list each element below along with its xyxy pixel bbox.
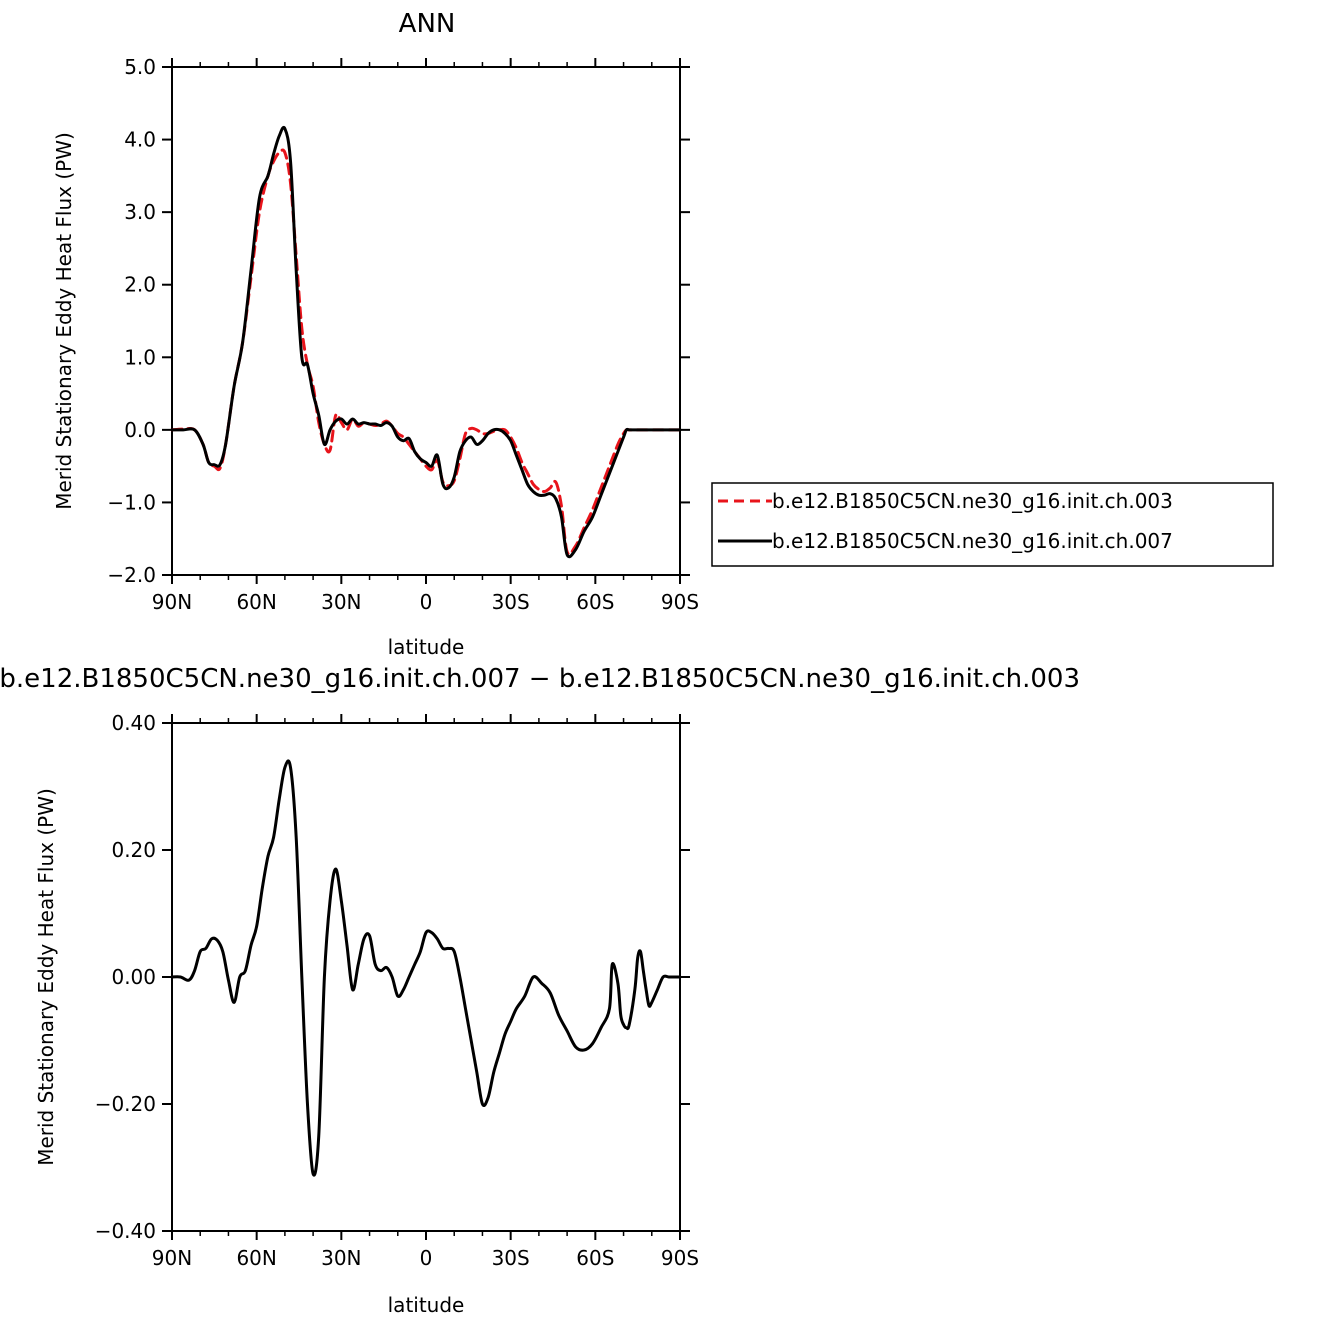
top-panel: ANN 90N 60N 30N 0 30S 60S 90S 5.0 4.0 3.0 2.0 1.0 0.… <box>52 9 699 659</box>
bottom-series-line-1 <box>170 759 682 1177</box>
top-x-tick-label: 60S <box>576 590 614 614</box>
top-y-tick-label: 1.0 <box>124 345 156 369</box>
bottom-plot-area: 90N 60N 30N 0 30S 60S 90S 0.40 0.20 0.00 −0.20 −0.4… <box>95 711 699 1270</box>
top-y-tick-label: 4.0 <box>124 128 156 152</box>
top-y-tick-label: 2.0 <box>124 273 156 297</box>
top-plot-area: 90N 60N 30N 0 30S 60S 90S 5.0 4.0 3.0 2.0 1.0 0.0 −1.… <box>107 55 699 614</box>
top-x-tick-label: 0 <box>420 590 433 614</box>
legend-label-series-2: b.e12.B1850C5CN.ne30_g16.init.ch.007 <box>772 529 1173 553</box>
bottom-plot-frame <box>171 722 681 1232</box>
top-y-tick-label: −1.0 <box>107 490 156 514</box>
top-x-tick-label: 60N <box>236 590 276 614</box>
top-series-line-1 <box>170 148 682 556</box>
top-x-tick-label: 90S <box>661 590 699 614</box>
top-plot-frame <box>171 66 681 576</box>
top-y-tick-label: 0.0 <box>124 418 156 442</box>
bottom-x-tick-label: 60S <box>576 1246 614 1270</box>
bottom-y-tick-label: −0.20 <box>95 1092 156 1116</box>
top-x-tick-label: 30N <box>321 590 361 614</box>
top-chart-title: ANN <box>399 9 456 39</box>
bottom-y-tick-label: 0.20 <box>111 838 156 862</box>
bottom-panel: b.e12.B1850C5CN.ne30_g16.init.ch.007 − b… <box>0 664 1080 1317</box>
bottom-x-tick-label: 30N <box>321 1246 361 1270</box>
legend-box <box>711 482 1274 567</box>
bottom-x-tick-label: 90N <box>152 1246 192 1270</box>
top-series-line-2 <box>170 125 682 559</box>
top-x-axis-label: latitude <box>388 635 465 659</box>
bottom-y-axis-label: Merid Stationary Eddy Heat Flux (PW) <box>34 788 58 1166</box>
bottom-y-tick-label: 0.00 <box>111 965 156 989</box>
bottom-x-axis-label: latitude <box>388 1293 465 1317</box>
legend: b.e12.B1850C5CN.ne30_g16.init.ch.003 b.e… <box>711 482 1274 567</box>
top-y-tick-label: −2.0 <box>107 563 156 587</box>
bottom-x-tick-label: 30S <box>492 1246 530 1270</box>
bottom-x-tick-label: 0 <box>420 1246 433 1270</box>
top-x-tick-label: 30S <box>492 590 530 614</box>
bottom-chart-title: b.e12.B1850C5CN.ne30_g16.init.ch.007 − b… <box>0 664 1080 694</box>
bottom-y-tick-label: −0.40 <box>95 1219 156 1243</box>
top-y-tick-label: 5.0 <box>124 55 156 79</box>
bottom-x-tick-label: 60N <box>236 1246 276 1270</box>
top-x-tick-label: 90N <box>152 590 192 614</box>
legend-label-series-1: b.e12.B1850C5CN.ne30_g16.init.ch.003 <box>772 489 1173 513</box>
bottom-y-tick-label: 0.40 <box>111 711 156 735</box>
top-y-tick-label: 3.0 <box>124 200 156 224</box>
bottom-x-tick-label: 90S <box>661 1246 699 1270</box>
top-y-axis-label: Merid Stationary Eddy Heat Flux (PW) <box>52 132 76 510</box>
